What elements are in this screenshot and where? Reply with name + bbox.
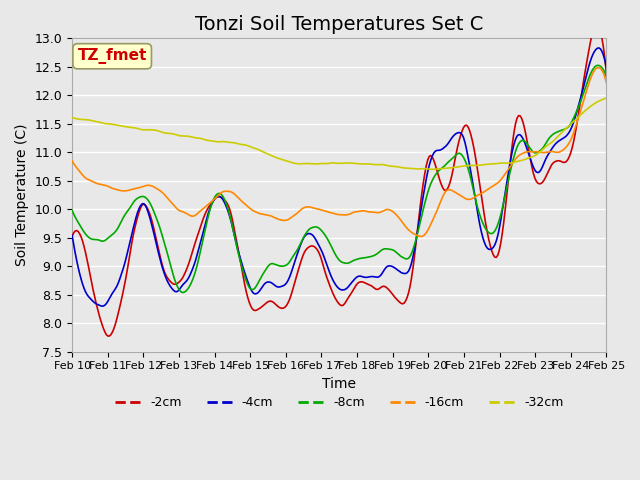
Title: Tonzi Soil Temperatures Set C: Tonzi Soil Temperatures Set C — [195, 15, 483, 34]
X-axis label: Time: Time — [323, 377, 356, 391]
Y-axis label: Soil Temperature (C): Soil Temperature (C) — [15, 124, 29, 266]
Legend: -2cm, -4cm, -8cm, -16cm, -32cm: -2cm, -4cm, -8cm, -16cm, -32cm — [110, 391, 568, 414]
Text: TZ_fmet: TZ_fmet — [77, 48, 147, 64]
